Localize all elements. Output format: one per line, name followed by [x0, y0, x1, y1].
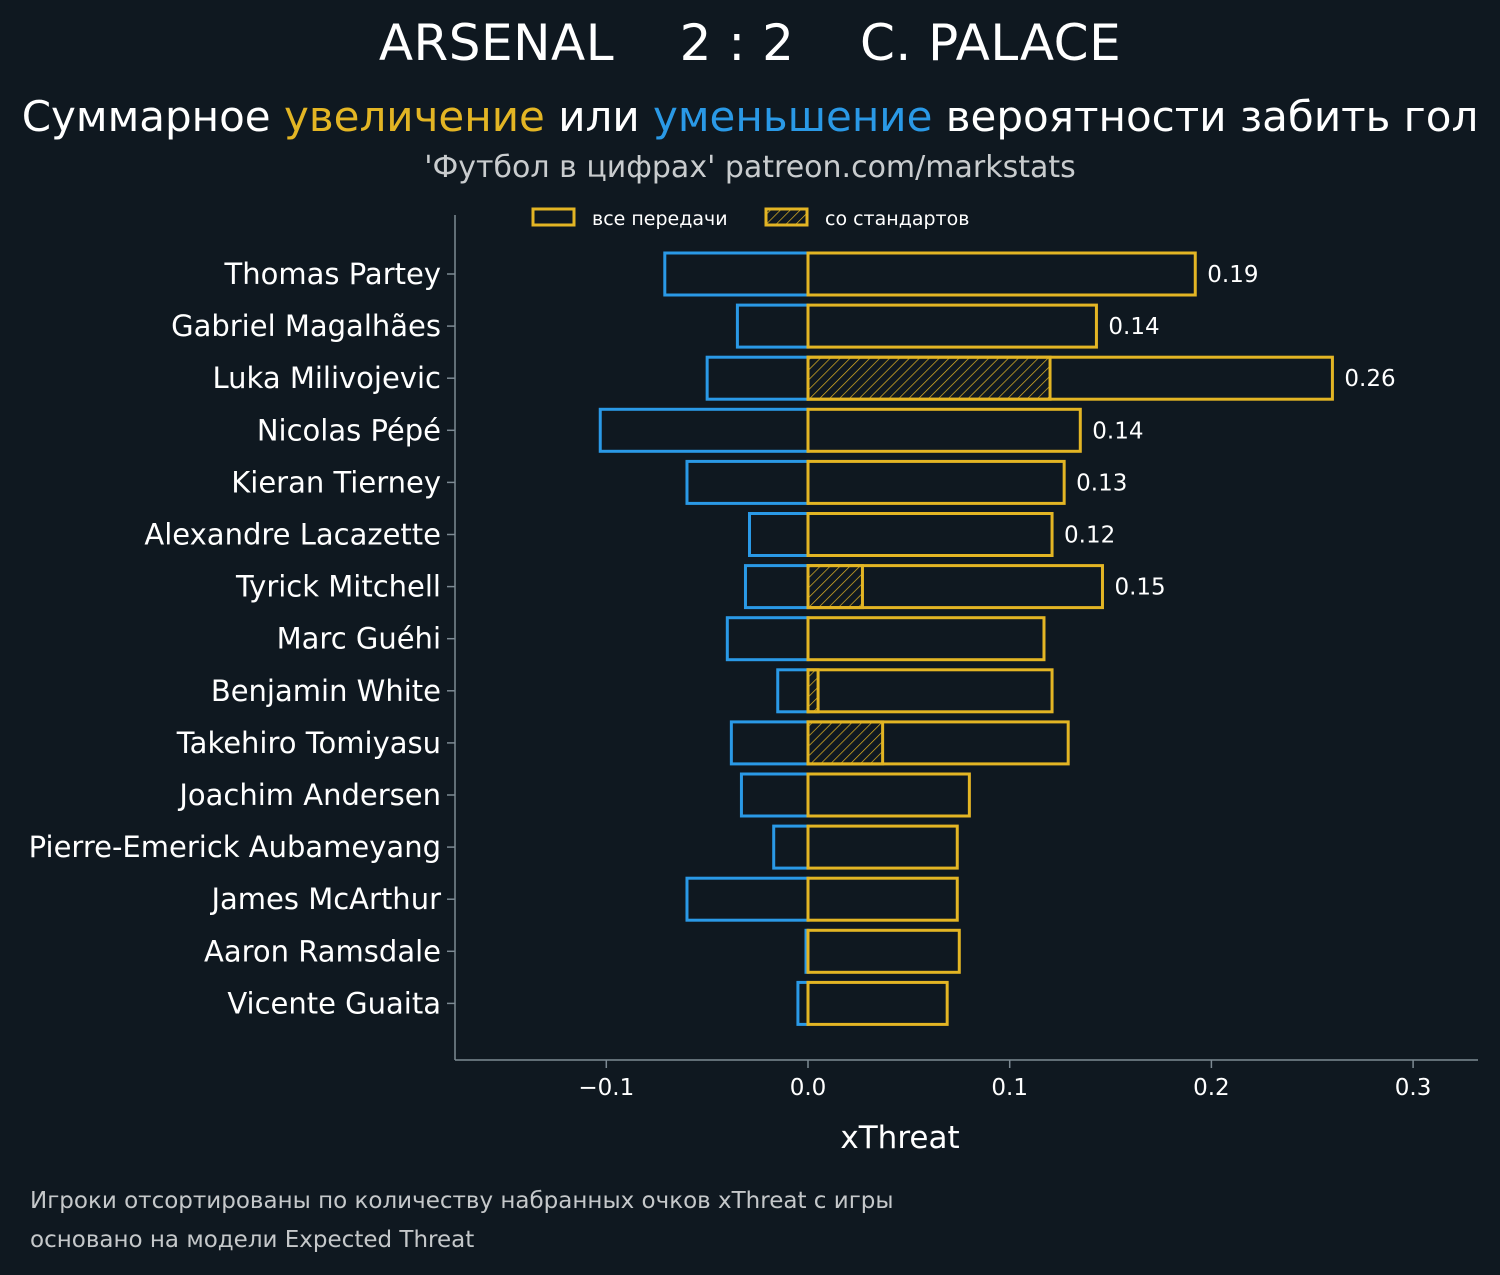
x-tick-label: 0.2	[1193, 1075, 1230, 1101]
bar-negative	[743, 564, 810, 610]
bar-value-label: 0.26	[1344, 366, 1395, 392]
bar-all-passes	[806, 303, 1098, 349]
chart-legend: все передачи со стандартов	[531, 207, 969, 230]
x-tick-label: 0.1	[991, 1075, 1028, 1101]
x-axis-label: xThreat	[840, 1120, 959, 1156]
subtitle-decrease: уменьшение	[652, 92, 933, 141]
y-tick-label: Joachim Andersen	[177, 778, 441, 812]
bar-negative	[725, 616, 810, 662]
subtitle-increase: увеличение	[284, 92, 545, 141]
bar-set-pieces	[806, 668, 820, 714]
axes-group: Thomas Partey Gabriel Magalhães Luka Miliv…	[29, 215, 1478, 1156]
bar-value-label: 0.13	[1076, 470, 1127, 496]
legend-label-all-passes: все передачи	[592, 208, 728, 230]
y-tick-label: Marc Guéhi	[277, 622, 441, 656]
y-tick-label: Luka Milivojevic	[213, 361, 441, 395]
bar-value-label: 0.15	[1114, 575, 1165, 601]
y-tick-label: Tyrick Mitchell	[235, 570, 441, 604]
y-tick-label: Alexandre Lacazette	[144, 518, 441, 552]
bar-value-label: 0.14	[1108, 314, 1159, 340]
bar-negative	[663, 251, 810, 297]
bar-negative	[598, 407, 810, 453]
legend-swatch-all-passes	[531, 207, 576, 227]
chart-source: 'Футбол в цифрах' patreon.com/markstats	[424, 150, 1076, 185]
chart-title: ARSENAL 2 : 2 C. PALACE	[378, 14, 1122, 72]
bar-all-passes	[806, 980, 949, 1026]
subtitle-part3: вероятности забить гол	[932, 92, 1479, 141]
bar-all-passes	[806, 459, 1066, 505]
bar-negative	[796, 980, 810, 1026]
y-tick-label: Gabriel Magalhães	[171, 309, 441, 343]
bar-all-passes	[806, 251, 1197, 297]
footnote-sorting: Игроки отсортированы по количеству набра…	[30, 1188, 894, 1214]
y-tick-label: Thomas Partey	[224, 257, 441, 291]
bar-all-passes	[806, 564, 1104, 610]
bar-value-label: 0.14	[1092, 418, 1143, 444]
bar-set-pieces	[806, 720, 885, 766]
bar-negative	[772, 824, 810, 870]
bar-value-label: 0.19	[1207, 262, 1258, 288]
footnote-model: основано на модели Expected Threat	[30, 1227, 475, 1253]
subtitle-part2: или	[544, 92, 653, 141]
bar-all-passes	[806, 407, 1082, 453]
legend-swatch-set-pieces	[764, 207, 809, 227]
x-tick-label: −0.1	[578, 1075, 634, 1101]
bar-all-passes	[806, 824, 959, 870]
y-tick-label: Benjamin White	[211, 674, 441, 708]
bar-all-passes	[806, 616, 1046, 662]
bar-set-pieces	[806, 355, 1052, 401]
bar-negative	[685, 459, 810, 505]
bar-negative	[735, 303, 810, 349]
bar-value-label: 0.12	[1064, 523, 1115, 549]
bar-negative	[685, 876, 810, 922]
bar-negative	[748, 512, 810, 557]
bar-all-passes	[806, 928, 961, 974]
bar-all-passes	[806, 668, 1054, 714]
bar-negative	[739, 772, 810, 818]
bar-all-passes	[806, 876, 959, 922]
y-tick-label: James McArthur	[209, 882, 441, 916]
subtitle-part1: Суммарное	[21, 92, 284, 141]
legend-label-set-pieces: со стандартов	[825, 208, 969, 230]
y-tick-label: Kieran Tierney	[231, 465, 441, 499]
y-tick-label: Pierre-Emerick Aubameyang	[29, 830, 441, 864]
x-tick-label: 0.3	[1395, 1075, 1432, 1101]
bar-negative	[729, 720, 810, 766]
bar-negative	[705, 355, 810, 401]
bar-all-passes	[806, 512, 1054, 557]
y-tick-label: Nicolas Pépé	[257, 413, 441, 447]
chart-subtitle: Суммарное увеличение или уменьшение веро…	[0, 92, 1500, 141]
bar-negative	[776, 668, 810, 714]
y-tick-label: Takehiro Tomiyasu	[176, 726, 441, 760]
bar-all-passes	[806, 720, 1070, 766]
bars-group: 0.19 0.14 0.26 0.14 0.13 0.12 0.15	[598, 251, 1396, 1026]
y-tick-label: Vicente Guaita	[227, 986, 441, 1020]
bar-all-passes	[806, 355, 1334, 401]
y-tick-label: Aaron Ramsdale	[204, 934, 441, 968]
bar-all-passes	[806, 772, 971, 818]
x-tick-label: 0.0	[790, 1075, 827, 1101]
bar-set-pieces	[806, 564, 864, 610]
